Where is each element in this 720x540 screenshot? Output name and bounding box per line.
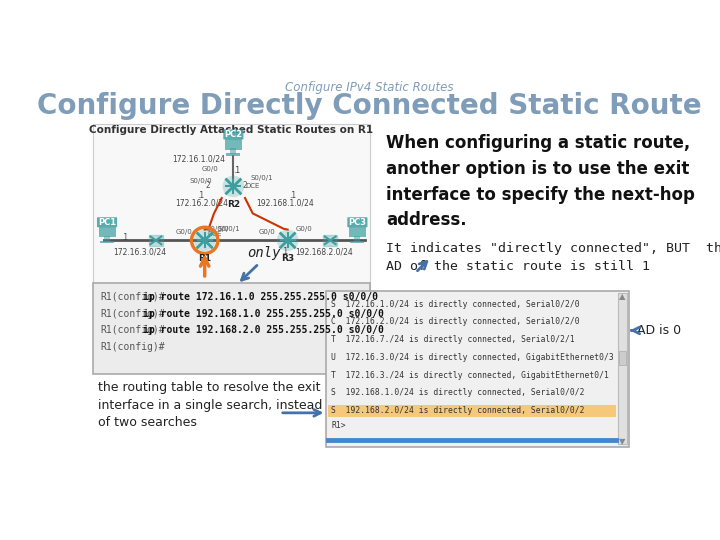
Text: R1(config)#: R1(config)#: [101, 292, 166, 301]
Text: PC3: PC3: [348, 218, 366, 227]
Text: T  172.16.7./24 is directly connected, Serial0/2/1: T 172.16.7./24 is directly connected, Se…: [331, 335, 575, 344]
Text: AD is 0: AD is 0: [637, 324, 681, 337]
Text: the routing table to resolve the exit
interface in a single search, instead
of t: the routing table to resolve the exit in…: [98, 381, 322, 429]
Text: PC1: PC1: [98, 218, 116, 227]
Text: 172.16.1.0/24: 172.16.1.0/24: [173, 155, 225, 164]
FancyBboxPatch shape: [223, 130, 243, 139]
Text: G0/0: G0/0: [175, 229, 192, 235]
FancyBboxPatch shape: [618, 294, 627, 444]
Text: DCE: DCE: [208, 231, 222, 237]
Bar: [349, 226, 366, 237]
Circle shape: [194, 230, 215, 251]
FancyBboxPatch shape: [93, 284, 370, 374]
Text: R1>: R1>: [331, 421, 346, 430]
Bar: [351, 241, 364, 244]
Text: Configure IPv4 Static Routes: Configure IPv4 Static Routes: [284, 82, 454, 94]
FancyBboxPatch shape: [328, 405, 616, 417]
Text: 2: 2: [205, 181, 210, 190]
Text: R1(config)#: R1(config)#: [101, 326, 166, 335]
Circle shape: [222, 176, 244, 197]
Text: It indicates "directly connected", BUT  the
AD of the static route is still 1: It indicates "directly connected", BUT t…: [386, 242, 720, 273]
Text: C  172.16.2.0/24 is directly connected, Serial0/2/0: C 172.16.2.0/24 is directly connected, S…: [331, 318, 580, 327]
FancyBboxPatch shape: [347, 217, 367, 227]
Text: S0/0/1: S0/0/1: [251, 176, 273, 181]
Text: S0/0/0: S0/0/0: [206, 226, 229, 232]
Text: 172.16.2.0/24: 172.16.2.0/24: [175, 199, 228, 208]
Text: G0/0: G0/0: [295, 226, 312, 232]
Text: 172.16.3.0/24: 172.16.3.0/24: [113, 247, 166, 256]
FancyBboxPatch shape: [97, 217, 117, 227]
Text: S  172.16.1.0/24 is directly connected, Serial0/2/0: S 172.16.1.0/24 is directly connected, S…: [331, 300, 580, 309]
Text: U  172.16.3.0/24 is directly connected, GigabitEthernet0/3: U 172.16.3.0/24 is directly connected, G…: [331, 353, 613, 362]
Text: DCE: DCE: [246, 183, 260, 189]
Text: R2: R2: [227, 200, 240, 210]
Text: S0/0/1: S0/0/1: [218, 226, 240, 232]
Text: R1(config)#: R1(config)#: [101, 342, 166, 353]
Bar: [99, 226, 116, 237]
Text: ip route 172.16.1.0 255.255.255.0 s0/0/0: ip route 172.16.1.0 255.255.255.0 s0/0/0: [143, 292, 379, 301]
Text: When configuring a static route,
another option is to use the exit
interface to : When configuring a static route, another…: [386, 134, 695, 229]
Text: R1: R1: [198, 254, 211, 263]
Text: 2: 2: [243, 181, 248, 190]
Text: .1: .1: [282, 247, 289, 256]
Text: only: only: [248, 246, 281, 260]
Text: 192.168.1.0/24: 192.168.1.0/24: [256, 199, 315, 208]
Text: 192.168.2.0/24: 192.168.2.0/24: [295, 247, 353, 256]
Text: Configure Directly Connected Static Route: Configure Directly Connected Static Rout…: [37, 92, 701, 120]
Text: R1(config)#: R1(config)#: [101, 308, 166, 319]
FancyBboxPatch shape: [618, 351, 626, 365]
Text: .1: .1: [121, 233, 128, 242]
Bar: [226, 153, 240, 156]
FancyBboxPatch shape: [325, 291, 629, 447]
Text: ▲: ▲: [619, 292, 626, 301]
Text: ip route 192.168.1.0 255.255.255.0 s0/0/0: ip route 192.168.1.0 255.255.255.0 s0/0/…: [143, 308, 384, 319]
Text: .1: .1: [197, 191, 204, 200]
Text: T  172.16.3./24 is directly connected, GigabitEthernet0/1: T 172.16.3./24 is directly connected, Gi…: [331, 370, 609, 380]
Text: R3: R3: [281, 254, 294, 263]
Circle shape: [276, 230, 299, 251]
Bar: [100, 241, 114, 244]
Text: PC2: PC2: [225, 130, 243, 139]
Text: G0/0: G0/0: [202, 166, 218, 172]
Bar: [149, 235, 163, 246]
Text: .1: .1: [233, 166, 240, 174]
Text: G0/0: G0/0: [258, 229, 275, 235]
Text: S  192.168.1.0/24 is directly connected, Serial0/0/2: S 192.168.1.0/24 is directly connected, …: [331, 388, 585, 397]
Text: S0/0/0: S0/0/0: [189, 178, 212, 184]
Bar: [323, 235, 337, 246]
Bar: [104, 236, 110, 242]
Bar: [354, 236, 361, 242]
Text: S  192.168.2.0/24 is directly connected, Serial0/0/2: S 192.168.2.0/24 is directly connected, …: [331, 406, 585, 415]
Text: .1: .1: [289, 191, 297, 200]
Text: Configure Directly Attached Static Routes on R1: Configure Directly Attached Static Route…: [89, 125, 373, 135]
Bar: [230, 148, 236, 154]
FancyBboxPatch shape: [93, 124, 370, 335]
Bar: [225, 139, 242, 150]
Text: ip route 192.168.2.0 255.255.255.0 s0/0/0: ip route 192.168.2.0 255.255.255.0 s0/0/…: [143, 326, 384, 335]
Text: ▼: ▼: [619, 437, 626, 446]
